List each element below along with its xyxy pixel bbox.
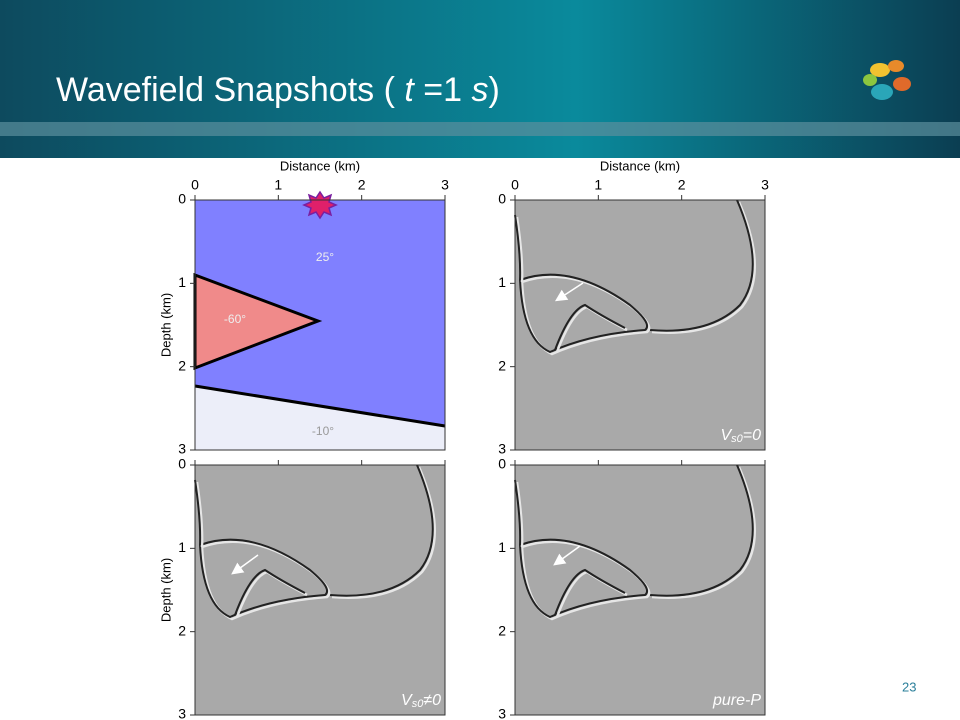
- x-tick-label: 2: [678, 177, 686, 193]
- y-tick-label: 3: [178, 441, 186, 457]
- x-tick-label: 0: [191, 177, 199, 193]
- wavefront: [234, 568, 306, 616]
- panel-frame: [514, 464, 766, 716]
- y-axis-label: Depth (km): [158, 293, 173, 357]
- y-tick-label: 2: [498, 357, 506, 373]
- wavefront: [194, 479, 202, 546]
- wavefront: [649, 199, 754, 332]
- y-tick-label: 2: [178, 357, 186, 373]
- arrow: [553, 545, 581, 566]
- panel-label-rest: =0: [743, 427, 761, 444]
- y-tick-label: 1: [498, 274, 506, 290]
- wavefront: [199, 538, 329, 619]
- panel-label-main: V: [720, 427, 732, 444]
- panel-frame: [194, 464, 446, 716]
- wavefront: [554, 568, 626, 616]
- x-tick-label: 3: [761, 177, 769, 193]
- wavefront-light: [195, 481, 204, 548]
- wavefront: [514, 479, 522, 546]
- snapshot-background: [515, 200, 765, 450]
- wavefront: [554, 303, 626, 351]
- panel-label: Vs0≠0: [401, 692, 441, 710]
- snapshot-background: [195, 465, 445, 715]
- angle-label: -10°: [312, 424, 334, 438]
- y-tick-label: 1: [178, 539, 186, 555]
- y-axis-label: Depth (km): [158, 558, 173, 622]
- panel-label-sub: s0: [731, 433, 744, 445]
- interface: [194, 384, 446, 428]
- wavefront-light: [515, 216, 524, 283]
- wavefront-light: [331, 466, 437, 599]
- logo: [863, 60, 911, 100]
- y-tick-label: 3: [498, 441, 506, 457]
- header-stripe: [0, 122, 960, 136]
- panel-label-sub: s0: [412, 698, 425, 710]
- wavefront-light: [515, 481, 524, 548]
- panel-label: pure-P: [712, 692, 761, 709]
- x-axis-label: Distance (km): [280, 158, 360, 173]
- arrow: [231, 554, 259, 575]
- wavefront: [329, 464, 434, 597]
- y-tick-label: 0: [498, 456, 506, 472]
- figure-panel: Vs0≠0 0 1 2 3 Depth (km): [158, 456, 446, 720]
- y-tick-label: 0: [498, 191, 506, 207]
- panel-label-main: V: [401, 692, 413, 709]
- panel-label-rest: ≠0: [423, 692, 441, 709]
- wavefront: [519, 273, 649, 354]
- panel-label: Vs0=0: [720, 427, 761, 445]
- lower-layer: [195, 386, 445, 450]
- x-tick-label: 1: [594, 177, 602, 193]
- snapshot-background: [515, 465, 765, 715]
- arrow: [554, 282, 584, 302]
- figure-panel: 25° -60° -10° 00 1 1 2 2 3 3 Distance (km) Depth (k…: [158, 158, 449, 456]
- wavefront: [514, 214, 522, 281]
- slide-title: Wavefield Snapshots ( t =1 s): [56, 71, 500, 109]
- y-tick-label: 0: [178, 191, 186, 207]
- y-tick-label: 2: [498, 622, 506, 638]
- x-tick-label: 3: [441, 177, 449, 193]
- angle-label: 25°: [316, 250, 334, 264]
- x-tick-label: 2: [358, 177, 366, 193]
- y-tick-label: 3: [498, 706, 506, 720]
- wavefront-light: [651, 201, 757, 334]
- y-tick-label: 3: [178, 706, 186, 720]
- panel-frame: [194, 199, 446, 451]
- y-tick-label: 1: [498, 539, 506, 555]
- y-tick-label: 2: [178, 622, 186, 638]
- y-tick-label: 1: [178, 274, 186, 290]
- wavefront: [519, 538, 649, 619]
- source-star: [302, 190, 338, 220]
- wavefront: [649, 464, 754, 597]
- x-tick-label: 1: [274, 177, 282, 193]
- panel-label-main: pure-P: [712, 692, 761, 709]
- panel-frame: [514, 199, 766, 451]
- x-axis-label: Distance (km): [600, 158, 680, 173]
- figure-panel: pure-P 0 1 2 3: [498, 456, 766, 720]
- wavefront-light: [651, 466, 757, 599]
- x-tick-label: 0: [511, 177, 519, 193]
- y-tick-label: 0: [178, 456, 186, 472]
- angle-label: -60°: [224, 312, 246, 326]
- figure-panel: Vs0=0 00 1 1 2 2 3 3 Distance (km): [498, 158, 769, 456]
- page-number: 23: [902, 679, 916, 694]
